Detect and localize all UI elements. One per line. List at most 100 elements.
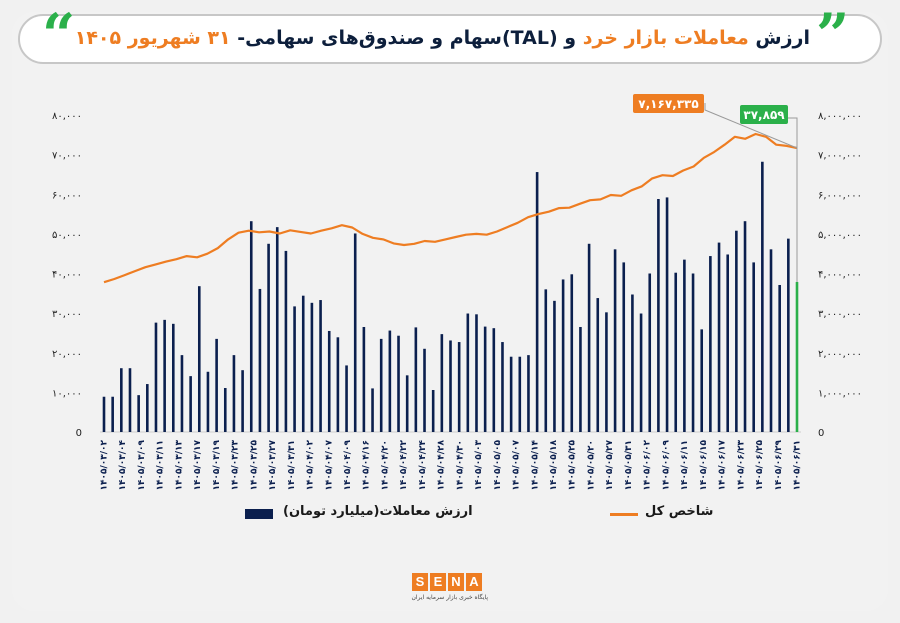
bar: [457, 342, 461, 432]
x-tick-label: ۱۴۰۵/۰۵/۱۸: [549, 439, 559, 490]
x-tick-label: ۱۴۰۵/۰۵/۰۵: [493, 439, 503, 490]
right-axis-tick-label: ۳,۰۰۰,۰۰۰: [818, 309, 862, 320]
logo-letter: E: [430, 573, 446, 591]
x-tick-label: ۱۴۰۵/۰۳/۰۹: [137, 440, 147, 491]
bar: [310, 302, 314, 432]
bar: [674, 272, 678, 432]
x-tick-label: ۱۴۰۵/۰۳/۲۳: [231, 439, 241, 490]
bar: [535, 172, 539, 432]
x-tick-label: ۱۴۰۵/۰۵/۲۵: [568, 439, 578, 490]
bar: [700, 329, 704, 432]
bar: [553, 300, 556, 432]
bar: [137, 395, 140, 432]
index-line: [103, 132, 798, 284]
bar: [102, 396, 106, 432]
legend-bar-swatch: [245, 509, 273, 519]
left-axis-tick-label: ۵۰,۰۰۰: [52, 230, 82, 241]
logo-letter: S: [412, 573, 428, 591]
bar: [449, 340, 452, 432]
x-tick-label: ۱۴۰۵/۰۵/۰۷: [512, 440, 522, 491]
logo-subtitle: پایگاه خبری بازار سرمایه ایران: [411, 594, 488, 601]
right-axis-tick-label: 0: [818, 428, 824, 439]
right-axis-tick-label: ۲,۰۰۰,۰۰۰: [818, 349, 862, 360]
left-axis-tick-label: ۸۰,۰۰۰: [52, 111, 82, 122]
bar: [613, 249, 617, 432]
bar: [249, 221, 253, 432]
index-callout-line: [704, 103, 798, 149]
quote-open-icon: “: [42, 1, 76, 69]
bar: [154, 322, 158, 432]
left-axis-tick-label: ۷۰,۰۰۰: [52, 151, 82, 162]
bar: [327, 330, 331, 432]
bar: [163, 319, 166, 432]
bar: [475, 314, 478, 432]
x-tick-label: ۱۴۰۵/۰۴/۲۲: [399, 440, 409, 491]
bar: [345, 365, 348, 432]
left-axis-tick-label: ۲۰,۰۰۰: [52, 349, 82, 360]
right-axis-tick-label: ۴,۰۰۰,۰۰۰: [818, 270, 862, 281]
bar: [761, 161, 764, 432]
bar: [752, 262, 755, 432]
bar: [509, 356, 513, 432]
left-axis-tick-label: ۴۰,۰۰۰: [52, 270, 82, 281]
bar: [405, 375, 409, 432]
bar: [622, 262, 626, 432]
logo-letter: A: [466, 573, 482, 591]
chart-title: ارزش معاملات بازار خرد و (TAL)سهام و صند…: [74, 27, 810, 49]
x-tick-label: ۱۴۰۵/۰۳/۲۷: [268, 440, 278, 491]
bar: [414, 327, 418, 432]
bar: [353, 233, 357, 432]
right-axis-tick-label: ۶,۰۰۰,۰۰۰: [818, 190, 862, 201]
bar: [336, 337, 340, 432]
x-tick-label: ۱۴۰۵/۰۵/۲۰: [587, 440, 597, 491]
bar: [362, 326, 366, 432]
legend-line-swatch: [610, 513, 638, 516]
bar: [492, 328, 496, 432]
bar: [501, 342, 504, 432]
bar: [483, 326, 487, 432]
x-tick-label: ۱۴۰۵/۰۶/۱۱: [680, 440, 690, 491]
x-tick-label: ۱۴۰۵/۰۵/۰۳: [474, 440, 484, 491]
left-axis-tick-label: ۱۰,۰۰۰: [52, 388, 82, 399]
x-tick-label: ۱۴۰۵/۰۴/۲۸: [437, 439, 447, 490]
bar-value-badge: [740, 105, 788, 124]
x-tick-label: ۱۴۰۵/۰۳/۱۷: [193, 439, 203, 490]
bar: [319, 300, 322, 432]
right-axis-tick-label: ۷,۰۰۰,۰۰۰: [818, 151, 862, 162]
bar: [215, 338, 218, 432]
x-tick-label: ۱۴۰۵/۰۳/۱۳: [174, 439, 184, 490]
bar: [527, 355, 530, 432]
bar-callout-line: [788, 117, 798, 282]
bar: [180, 355, 184, 432]
bar: [587, 243, 591, 432]
x-tick-label: ۱۴۰۵/۰۳/۰۲: [100, 440, 110, 491]
x-tick-label: ۱۴۰۵/۰۵/۲۷: [605, 440, 615, 491]
bar: [605, 312, 608, 432]
x-tick-label: ۱۴۰۵/۰۶/۲۳: [736, 439, 746, 490]
bar: [743, 221, 747, 432]
quote-close-icon: ”: [816, 1, 850, 69]
x-tick-label: ۱۴۰۵/۰۶/۲۵: [755, 439, 765, 490]
bar: [440, 334, 444, 432]
bar: [275, 227, 279, 432]
bar: [284, 250, 288, 432]
bar: [544, 289, 548, 432]
bar: [657, 199, 660, 432]
x-tick-label: ۱۴۰۵/۰۶/۲۹: [774, 440, 784, 491]
bar: [232, 355, 236, 432]
index-value-badge: [633, 94, 704, 113]
bar: [397, 335, 400, 432]
x-tick-label: ۱۴۰۵/۰۶/۱۵: [699, 440, 709, 491]
bar: [293, 306, 296, 432]
x-tick-label: ۱۴۰۵/۰۶/۰۹: [661, 440, 671, 491]
bar: [189, 376, 192, 432]
bar: [172, 323, 175, 432]
bar: [579, 326, 582, 432]
bar: [726, 254, 729, 432]
x-tick-label: ۱۴۰۵/۰۴/۳۰: [455, 440, 465, 491]
left-axis-tick-label: ۶۰,۰۰۰: [52, 190, 82, 201]
bar: [570, 274, 574, 432]
x-tick-label: ۱۴۰۵/۰۳/۳۱: [287, 440, 297, 491]
x-tick-label: ۱۴۰۵/۰۴/۰۷: [324, 440, 334, 491]
title-bar: ارزش معاملات بازار خرد و (TAL)سهام و صند…: [18, 14, 882, 64]
